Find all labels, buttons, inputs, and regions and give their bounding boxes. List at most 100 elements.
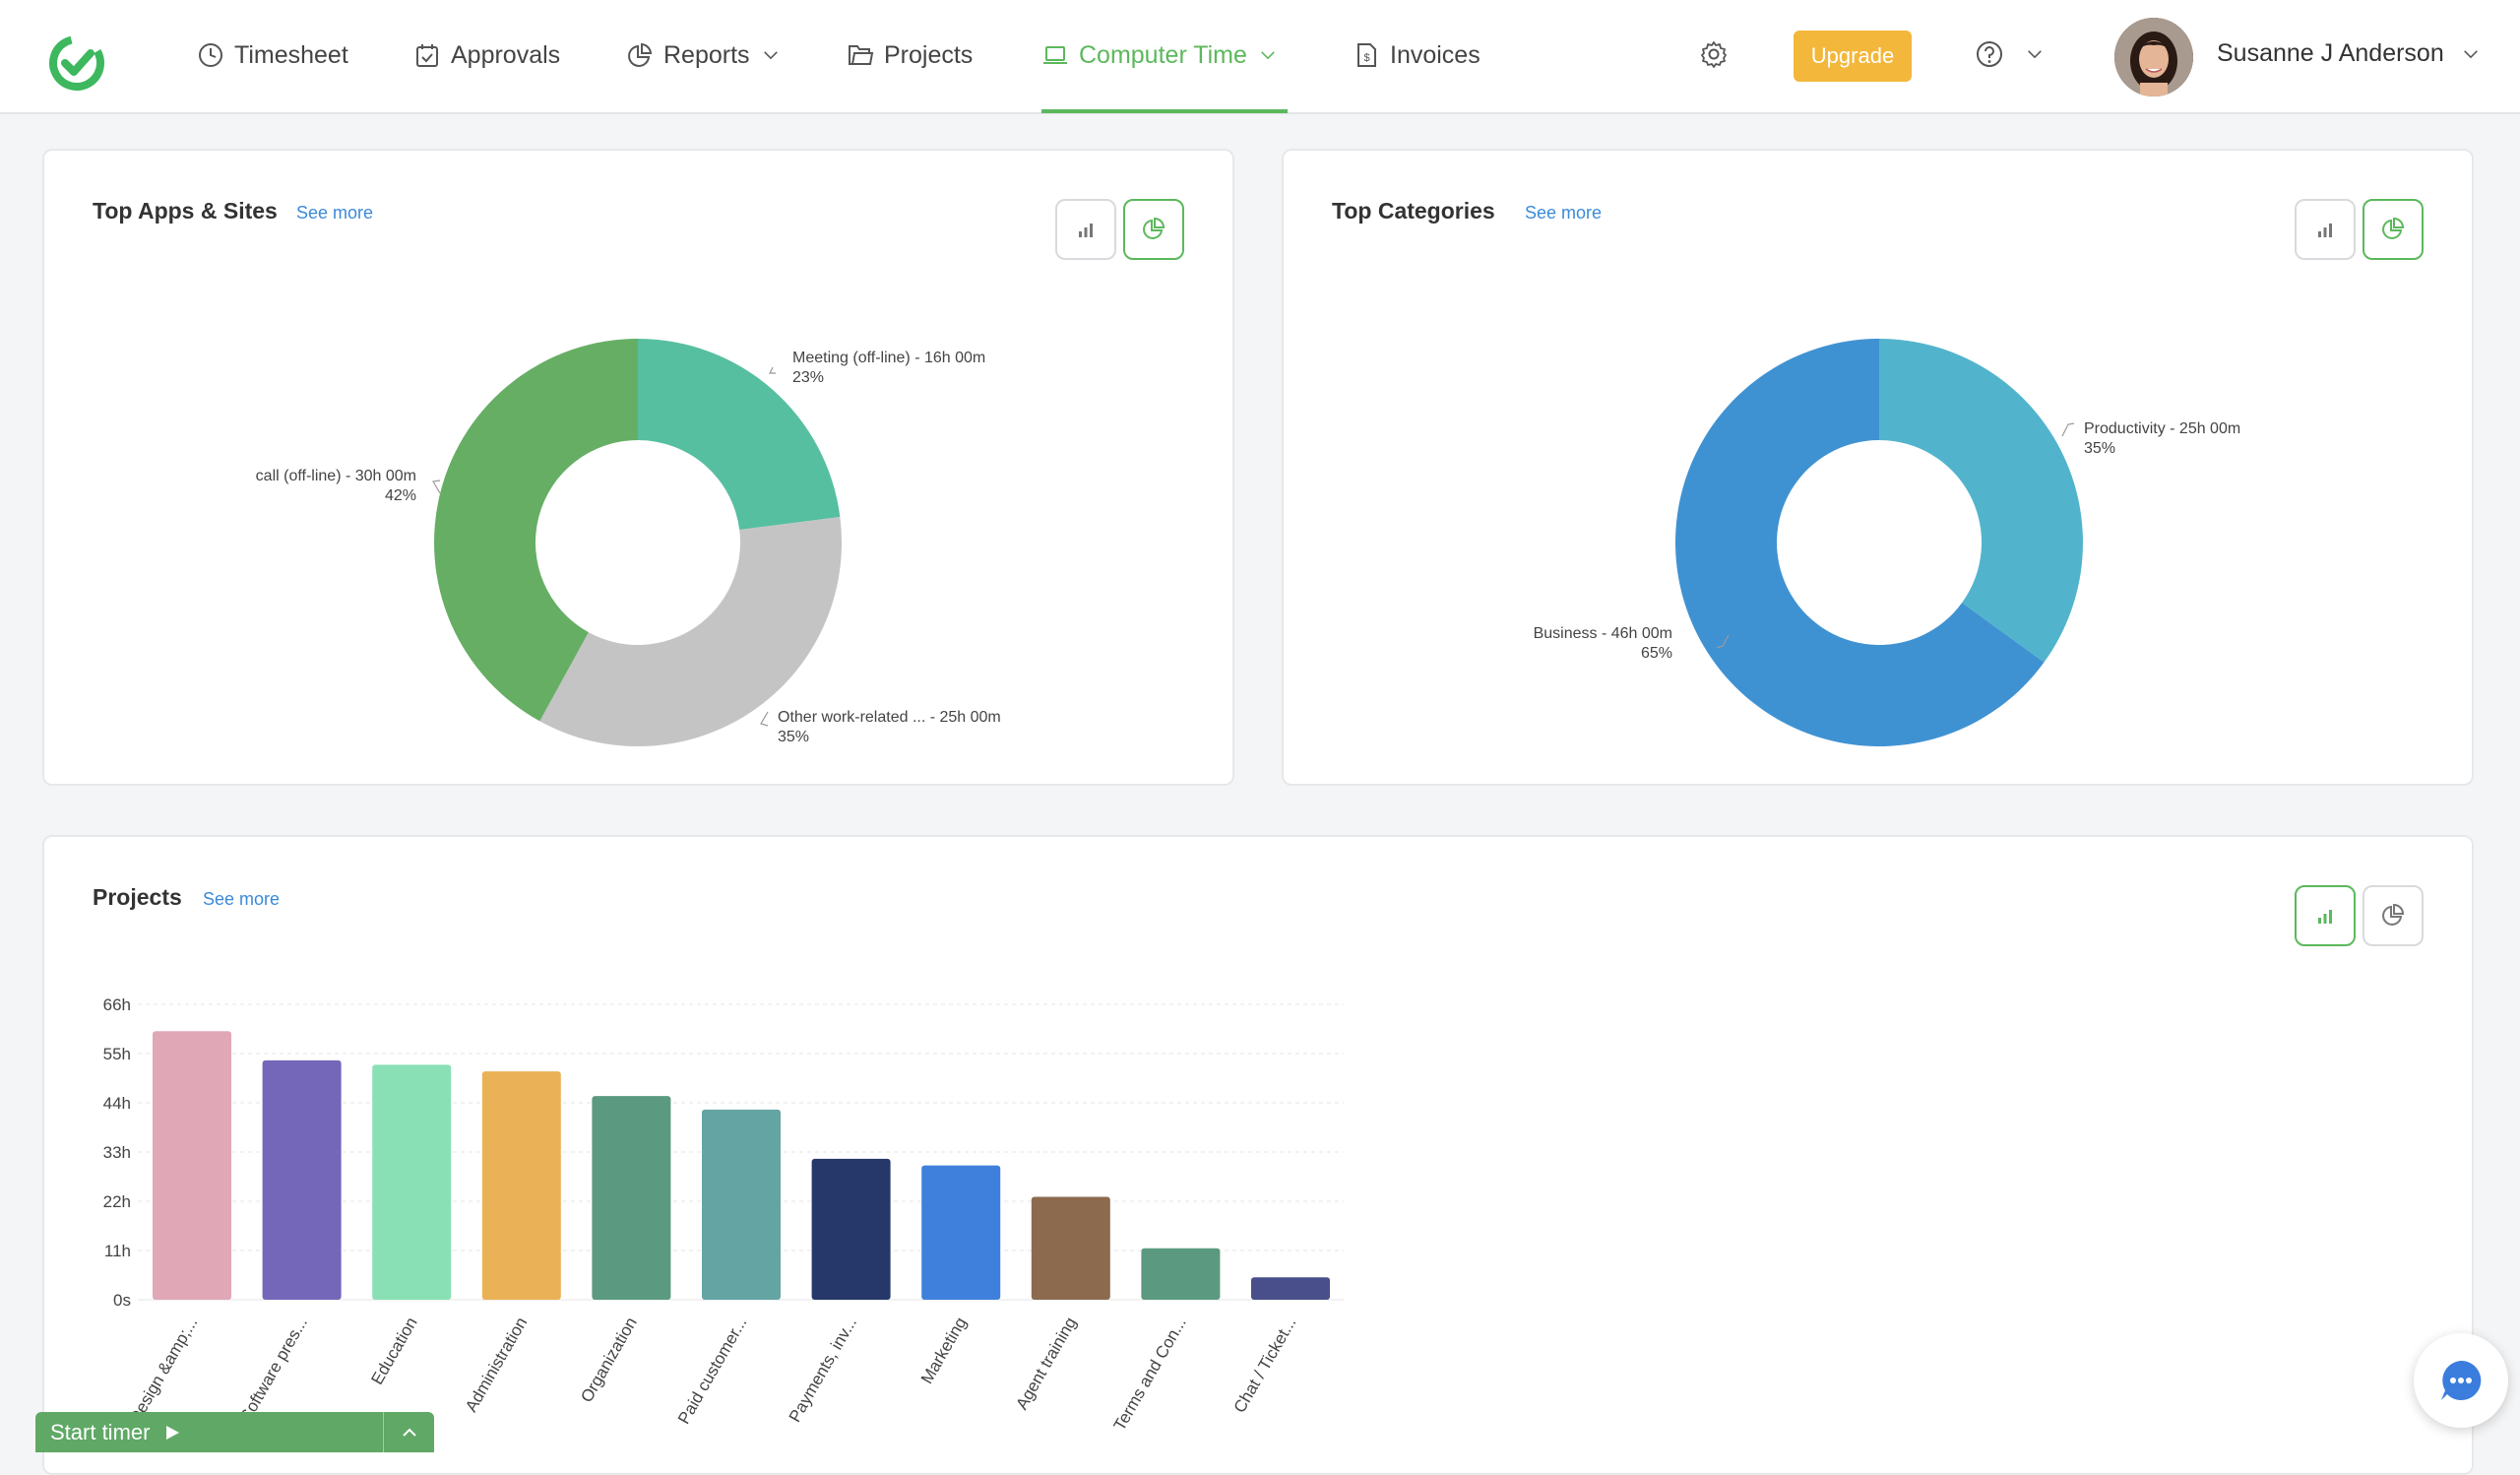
- bar-6[interactable]: [811, 1158, 891, 1300]
- user-name-label: Susanne J Anderson: [2217, 39, 2444, 67]
- bar-4[interactable]: [592, 1096, 671, 1300]
- top-apps-slice-0[interactable]: [638, 339, 841, 530]
- slice-label-meeting: Meeting (off-line) - 16h 00m: [792, 350, 985, 366]
- bar-10[interactable]: [1251, 1277, 1330, 1300]
- y-tick-label: 44h: [103, 1094, 131, 1113]
- avatar[interactable]: [2114, 18, 2193, 96]
- gear-icon[interactable]: [1699, 39, 1729, 69]
- bar-8[interactable]: [1031, 1196, 1110, 1300]
- bar-view-toggle[interactable]: [2295, 885, 2356, 946]
- upgrade-button[interactable]: Upgrade: [1794, 31, 1912, 82]
- pie-chart-icon: [2382, 217, 2405, 239]
- slice-label-business: Business - 46h 00m: [1534, 625, 1672, 642]
- bar-chart-icon: [2318, 910, 2332, 924]
- nav-invoices[interactable]: $ Invoices: [1353, 35, 1480, 75]
- nav-timesheet-label: Timesheet: [234, 40, 348, 69]
- bar-5[interactable]: [702, 1109, 781, 1300]
- help-icon: [1977, 41, 2002, 67]
- pie-view-toggle[interactable]: [2362, 885, 2424, 946]
- nav-projects-label: Projects: [884, 40, 974, 69]
- top-categories-title: Top Categories: [1332, 198, 1495, 224]
- top-apps-title: Top Apps & Sites: [93, 198, 278, 224]
- top-categories-donut-chart: Productivity - 25h 00m 35% Business - 46…: [1534, 339, 2240, 747]
- slice-percent-business: 65%: [1641, 645, 1672, 662]
- x-tick-label: Paid customer...: [674, 1315, 750, 1428]
- projects-bar-chart: 0s 11h 22h 33h 44h 55h 66h Design &amp;... Softw…: [103, 995, 1344, 1435]
- chevron-down-icon: [2028, 50, 2042, 59]
- top-apps-donut: [433, 339, 843, 747]
- top-apps-card: Top Apps & Sites See more Meeting (off-l…: [42, 149, 1234, 786]
- folder-icon: [849, 45, 874, 65]
- chat-button[interactable]: [2414, 1333, 2508, 1428]
- x-tick-label: Organization: [577, 1315, 641, 1406]
- bar-chart-icon: [1079, 224, 1093, 237]
- nav-approvals-label: Approvals: [451, 40, 561, 69]
- pie-chart-icon: [628, 42, 653, 67]
- user-photo: [2114, 18, 2193, 96]
- y-tick-label: 11h: [104, 1242, 131, 1260]
- pie-chart-icon: [2382, 903, 2405, 926]
- x-tick-label: Administration: [462, 1315, 531, 1416]
- x-tick-label: Marketing: [917, 1315, 971, 1387]
- bar-9[interactable]: [1141, 1248, 1221, 1300]
- help-menu[interactable]: [1975, 39, 2046, 69]
- nav-approvals[interactable]: Approvals: [413, 35, 560, 75]
- bar-1[interactable]: [262, 1059, 342, 1300]
- x-tick-label: Design &amp;...: [126, 1315, 202, 1427]
- slice-label-call: call (off-line) - 30h 00m: [256, 468, 416, 484]
- user-menu[interactable]: Susanne J Anderson: [2217, 39, 2482, 68]
- chevron-down-icon: [1261, 51, 1275, 60]
- slice-label-productivity: Productivity - 25h 00m: [2084, 420, 2240, 437]
- timer-expand-button[interactable]: [383, 1412, 434, 1452]
- nav-timesheet[interactable]: Timesheet: [197, 35, 348, 75]
- chat-bubble-icon: [2441, 1360, 2482, 1400]
- laptop-icon: [1043, 46, 1067, 64]
- y-tick-label: 33h: [103, 1143, 131, 1162]
- start-timer-button[interactable]: Start timer: [35, 1412, 434, 1452]
- y-tick-label: 0s: [113, 1291, 131, 1310]
- chevron-down-icon: [2463, 49, 2478, 58]
- bar-2[interactable]: [372, 1064, 452, 1300]
- bar-3[interactable]: [481, 1071, 561, 1300]
- top-apps-slice-2[interactable]: [433, 339, 638, 722]
- projects-title: Projects: [93, 884, 182, 910]
- top-apps-see-more-link[interactable]: See more: [296, 203, 374, 223]
- top-categories-see-more-link[interactable]: See more: [1525, 203, 1603, 223]
- top-navigation-bar: Timesheet Approvals Reports Projects Com…: [0, 0, 2520, 114]
- top-categories-donut: [1675, 339, 2083, 747]
- projects-card: Projects See more 0s 11h 22h 33h 44h 55h 66h De…: [42, 835, 2474, 1475]
- top-categories-leaders: [1716, 422, 2075, 649]
- slice-percent-call: 42%: [385, 487, 416, 504]
- nav-invoices-label: Invoices: [1390, 40, 1480, 69]
- bar-7[interactable]: [921, 1165, 1001, 1300]
- x-tick-label: Education: [367, 1315, 420, 1388]
- nav-computer-time[interactable]: Computer Time: [1041, 35, 1279, 75]
- svg-text:$: $: [1363, 52, 1369, 64]
- top-categories-card: Top Categories See more Productivity - 2…: [1282, 149, 2474, 786]
- nav-reports-label: Reports: [663, 40, 750, 69]
- x-tick-label: Software pres...: [236, 1315, 311, 1426]
- top-apps-slice-1[interactable]: [539, 517, 843, 747]
- slice-percent-productivity: 35%: [2084, 440, 2115, 457]
- projects-see-more-link[interactable]: See more: [203, 889, 281, 909]
- slice-label-other-work: Other work-related ... - 25h 00m: [778, 709, 1001, 726]
- bar-0[interactable]: [153, 1031, 231, 1300]
- app-logo-icon[interactable]: [47, 33, 106, 93]
- pie-view-toggle[interactable]: [1123, 199, 1184, 260]
- pie-chart-icon: [1143, 217, 1166, 239]
- top-apps-donut-chart: Meeting (off-line) - 16h 00m 23% Other w…: [256, 339, 1001, 747]
- calendar-check-icon: [416, 44, 438, 67]
- slice-percent-other-work: 35%: [778, 729, 809, 745]
- chevron-down-icon: [763, 51, 778, 60]
- invoice-icon: $: [1357, 43, 1376, 67]
- bar-view-toggle[interactable]: [1055, 199, 1116, 260]
- bar-view-toggle[interactable]: [2295, 199, 2356, 260]
- x-tick-label: Terms and Con...: [1110, 1315, 1190, 1435]
- pie-view-toggle[interactable]: [2362, 199, 2424, 260]
- chevron-up-icon: [402, 1428, 416, 1437]
- y-tick-label: 22h: [103, 1192, 131, 1211]
- nav-projects[interactable]: Projects: [847, 35, 973, 75]
- top-categories-slice-1[interactable]: [1675, 339, 2045, 747]
- nav-reports[interactable]: Reports: [626, 35, 782, 75]
- top-categories-slice-0[interactable]: [1879, 339, 2083, 663]
